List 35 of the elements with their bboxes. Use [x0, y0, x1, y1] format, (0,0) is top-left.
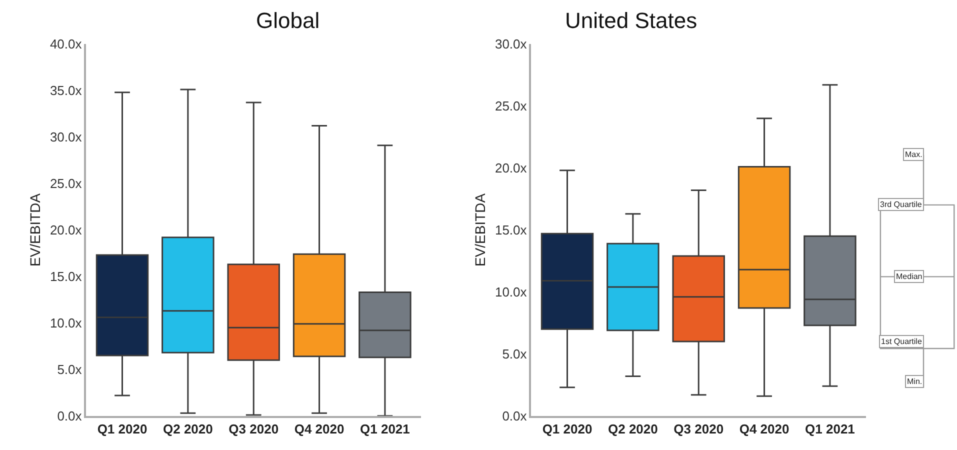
x-tick-label: Q1 2021 — [360, 421, 410, 436]
text: 1st Quartile — [881, 337, 922, 346]
chart-title: Global — [256, 8, 320, 33]
y-tick-label: 30.0x — [50, 130, 82, 145]
x-tick-label: Q1 2020 — [542, 421, 592, 436]
text: Median — [896, 272, 922, 281]
x-tick-label: Q4 2020 — [294, 421, 344, 436]
y-tick-label: 5.0x — [57, 362, 82, 377]
text: Max. — [905, 150, 922, 159]
y-tick-label: 0.0x — [502, 408, 528, 424]
text: Min. — [907, 377, 922, 386]
y-axis-title: EV/EBITDA — [27, 192, 44, 267]
chart-title: United States — [565, 8, 698, 33]
x-tick-label: Q4 2020 — [739, 421, 790, 436]
y-tick-label: 25.0x — [50, 176, 82, 191]
y-tick-label: 15.0x — [494, 222, 528, 238]
y-tick-label: 10.0x — [50, 315, 82, 330]
y-tick-label: 15.0x — [50, 268, 82, 284]
x-tick-label: Q2 2020 — [608, 421, 658, 436]
x-tick-label: Q1 2020 — [97, 421, 148, 436]
y-axis-title: EV/EBITDA — [472, 192, 488, 267]
y-tick-label: 35.0x — [50, 83, 82, 98]
y-tick-label: 40.0x — [50, 36, 82, 52]
text: 3rd Quartile — [880, 200, 922, 209]
x-tick-label: Q1 2021 — [805, 421, 855, 436]
x-tick-label: Q3 2020 — [674, 421, 724, 436]
y-tick-label: 0.0x — [57, 408, 82, 424]
y-tick-label: 25.0x — [494, 98, 528, 114]
y-tick-label: 30.0x — [494, 36, 528, 52]
y-tick-label: 20.0x — [494, 160, 528, 176]
x-tick-label: Q2 2020 — [162, 421, 213, 436]
x-tick-label: Q3 2020 — [228, 421, 279, 436]
y-tick-label: 20.0x — [50, 222, 82, 238]
y-tick-label: 5.0x — [502, 346, 528, 362]
y-tick-label: 10.0x — [494, 284, 528, 300]
